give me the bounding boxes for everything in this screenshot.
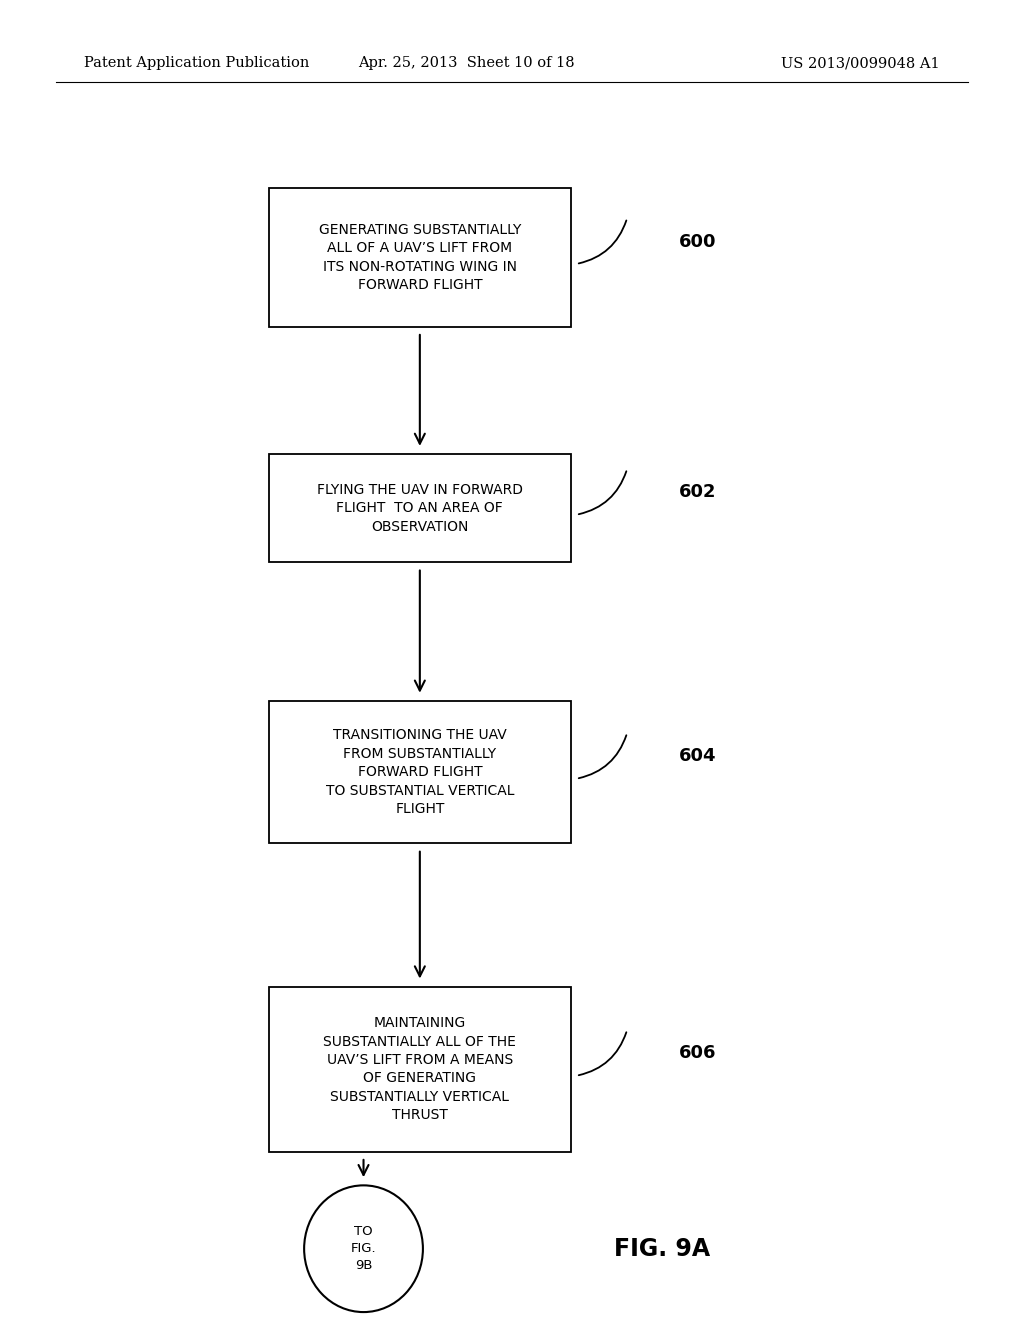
Bar (268, 187, 570, 326)
Text: 604: 604 (678, 747, 716, 766)
Bar (268, 454, 570, 562)
Text: 606: 606 (678, 1044, 716, 1063)
Text: FLYING THE UAV IN FORWARD
FLIGHT  TO AN AREA OF
OBSERVATION: FLYING THE UAV IN FORWARD FLIGHT TO AN A… (316, 483, 523, 533)
Ellipse shape (304, 1185, 423, 1312)
Text: FIG. 9A: FIG. 9A (614, 1237, 711, 1261)
Bar (268, 701, 570, 843)
Text: Patent Application Publication: Patent Application Publication (84, 57, 309, 70)
Text: 602: 602 (678, 483, 716, 502)
Text: TRANSITIONING THE UAV
FROM SUBSTANTIALLY
FORWARD FLIGHT
TO SUBSTANTIAL VERTICAL
: TRANSITIONING THE UAV FROM SUBSTANTIALLY… (326, 729, 514, 816)
Text: GENERATING SUBSTANTIALLY
ALL OF A UAV’S LIFT FROM
ITS NON-ROTATING WING IN
FORWA: GENERATING SUBSTANTIALLY ALL OF A UAV’S … (318, 223, 521, 292)
Text: Apr. 25, 2013  Sheet 10 of 18: Apr. 25, 2013 Sheet 10 of 18 (357, 57, 574, 70)
Text: TO
FIG.
9B: TO FIG. 9B (350, 1225, 377, 1272)
Text: US 2013/0099048 A1: US 2013/0099048 A1 (781, 57, 940, 70)
Bar (268, 987, 570, 1151)
Text: MAINTAINING
SUBSTANTIALLY ALL OF THE
UAV’S LIFT FROM A MEANS
OF GENERATING
SUBST: MAINTAINING SUBSTANTIALLY ALL OF THE UAV… (324, 1016, 516, 1122)
Text: 600: 600 (678, 232, 716, 251)
